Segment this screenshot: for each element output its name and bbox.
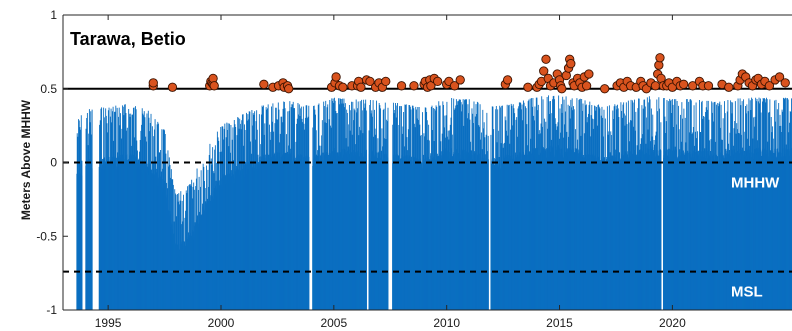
y-tick-label: 0.5 xyxy=(40,82,57,96)
x-tick-label: 1995 xyxy=(95,316,122,330)
exceedance-point xyxy=(541,54,551,64)
x-tick-label: 2010 xyxy=(433,316,460,330)
exceedance-point xyxy=(581,81,592,91)
reference-labels: MHHW MSL xyxy=(731,175,780,301)
y-tick-label: -0.5 xyxy=(36,229,57,243)
exceedance-point xyxy=(584,69,594,79)
exceedance-point xyxy=(409,81,419,91)
exceedance-point xyxy=(167,82,178,92)
exceedance-point xyxy=(331,72,341,82)
exceedance-point xyxy=(396,81,407,91)
exceedance-point xyxy=(557,84,567,94)
exceedance-point xyxy=(679,79,689,89)
water-level-bars xyxy=(76,95,792,310)
y-axis-label: Meters Above MHHW xyxy=(19,99,33,220)
exceedance-point xyxy=(655,53,665,63)
exceedance-point xyxy=(539,66,549,76)
exceedance-point xyxy=(449,81,460,91)
exceedance-point xyxy=(284,84,294,94)
exceedance-point xyxy=(764,81,775,91)
exceedance-point xyxy=(650,81,661,91)
exceedance-markers xyxy=(148,53,790,94)
exceedance-point xyxy=(566,59,576,69)
exceedance-point xyxy=(365,76,375,87)
station-title: Tarawa, Betio xyxy=(70,29,186,49)
exceedance-point xyxy=(703,81,714,91)
x-tick-label: 2015 xyxy=(546,316,573,330)
exceedance-point xyxy=(502,75,513,85)
exceedance-point xyxy=(774,72,785,82)
exceedance-point xyxy=(209,81,219,91)
datum-label: MHHW xyxy=(731,175,780,192)
exceedance-point xyxy=(688,81,698,91)
datum-label: MSL xyxy=(731,284,763,301)
exceedance-point xyxy=(259,79,269,89)
x-tick-label: 2020 xyxy=(659,316,686,330)
exceedance-point xyxy=(356,82,366,92)
y-tick-label: 0 xyxy=(50,156,57,170)
exceedance-point xyxy=(148,78,158,88)
axes: 1 0.5 0 -0.5 -1 1995 2000 2005 2010 2015 2020 xyxy=(36,8,792,330)
y-tick-label: 1 xyxy=(50,8,57,22)
exceedance-point xyxy=(338,82,348,92)
exceedance-point xyxy=(780,78,790,88)
x-tick-label: 2000 xyxy=(208,316,235,330)
exceedance-point xyxy=(433,76,443,87)
exceedance-point xyxy=(381,76,391,87)
exceedance-point xyxy=(724,82,734,92)
exceedance-point xyxy=(600,84,610,94)
exceedance-point xyxy=(523,82,533,92)
exceedance-point xyxy=(455,75,465,85)
x-tick-label: 2005 xyxy=(320,316,347,330)
y-tick-label: -1 xyxy=(46,303,57,317)
